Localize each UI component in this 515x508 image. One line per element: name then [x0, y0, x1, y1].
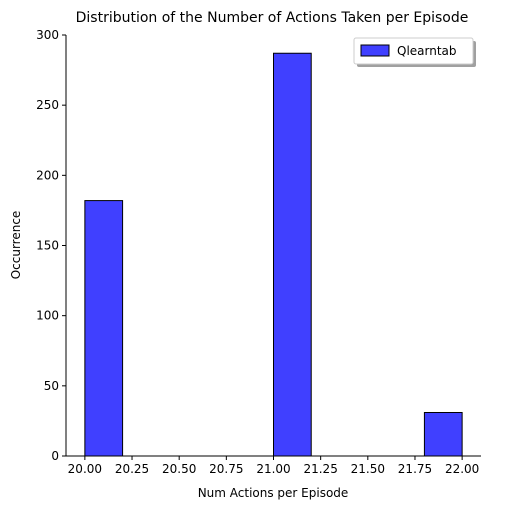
legend: Qlearntab	[353, 37, 476, 67]
chart-title: Distribution of the Number of Actions Ta…	[76, 10, 469, 26]
x-tick-label: 20.25	[115, 462, 149, 476]
x-tick-label: 20.75	[209, 462, 243, 476]
histogram-bar	[84, 200, 124, 457]
bars	[84, 52, 463, 457]
y-tick-label: 0	[51, 449, 59, 463]
y-tick-label: 300	[36, 28, 59, 42]
x-tick-label: 21.00	[256, 462, 290, 476]
y-tick-label: 100	[36, 309, 59, 323]
x-tick-label: 20.50	[162, 462, 196, 476]
x-tick-label: 21.50	[351, 462, 385, 476]
legend-swatch	[360, 44, 390, 57]
y-tick-label: 200	[36, 168, 59, 182]
histogram-bar	[423, 411, 463, 457]
legend-label: Qlearntab	[397, 44, 457, 58]
y-tick-label: 150	[36, 239, 59, 253]
x-tick-label: 20.00	[68, 462, 102, 476]
histogram-bar	[273, 52, 312, 457]
y-axis-label: Occurrence	[9, 211, 23, 280]
x-axis-label: Num Actions per Episode	[198, 486, 349, 500]
y-ticks: 0 50 100 150 200 250 300	[36, 28, 66, 463]
y-tick-label: 250	[36, 98, 59, 112]
x-tick-label: 22.00	[445, 462, 479, 476]
y-tick-label: 50	[44, 379, 59, 393]
x-ticks: 20.00 20.25 20.50 20.75 21.00 21.25 21.50 21.75…	[68, 456, 479, 476]
x-tick-label: 21.75	[398, 462, 432, 476]
x-tick-label: 21.25	[303, 462, 337, 476]
